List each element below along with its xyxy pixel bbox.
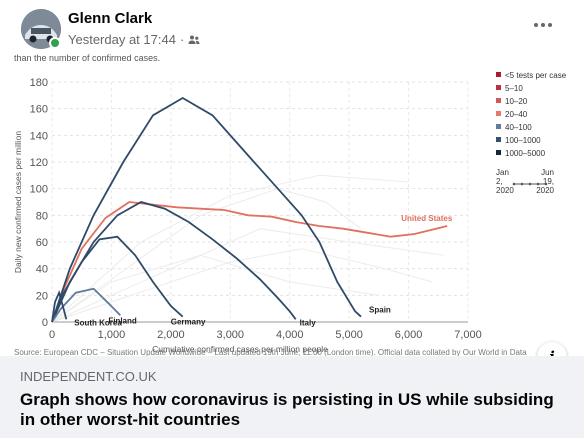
- y-tick-label: 60: [36, 237, 48, 249]
- x-tick-label: 1,000: [98, 329, 126, 341]
- time-legend-end: 2020: [536, 186, 554, 195]
- y-tick-label: 180: [30, 77, 48, 89]
- y-tick-label: 40: [36, 264, 48, 276]
- legend-swatch: [496, 72, 501, 77]
- time-legend-dot: [528, 182, 532, 186]
- background-series-line: [51, 174, 409, 323]
- series-annotation: Italy: [300, 318, 317, 327]
- legend-swatch: [496, 137, 501, 142]
- series-annotation: South Korea: [74, 318, 122, 327]
- x-tick-label: 7,000: [454, 329, 482, 341]
- more-options-icon[interactable]: [530, 14, 556, 36]
- series-line-spain: [51, 96, 362, 323]
- y-tick-label: 100: [30, 184, 48, 196]
- chart-caption: than the number of confirmed cases.: [14, 53, 160, 63]
- legend-label: 20–40: [505, 110, 528, 119]
- legend-label: 5–10: [505, 84, 523, 93]
- series-line-italy: [51, 201, 297, 323]
- y-axis-label: Daily new confirmed cases per million: [13, 131, 23, 273]
- shared-chart-image[interactable]: than the number of confirmed cases. 0 20 40…: [0, 52, 584, 356]
- chart-canvas: than the number of confirmed cases. 0 20 40…: [13, 53, 567, 356]
- time-legend-dot: [512, 182, 516, 186]
- legend-label: <5 tests per case: [505, 71, 567, 80]
- y-tick-label: 80: [36, 210, 48, 222]
- legend-label: 10–20: [505, 97, 528, 106]
- x-tick-label: 6,000: [395, 329, 423, 341]
- x-tick-label: 3,000: [217, 329, 245, 341]
- y-tick-label: 120: [30, 157, 48, 169]
- post-author[interactable]: Glenn Clark: [68, 10, 153, 27]
- post-meta: Yesterday at 17:44 ·: [68, 32, 200, 47]
- link-domain: INDEPENDENT.CO.UK: [20, 369, 157, 384]
- x-tick-label: 5,000: [335, 329, 363, 341]
- x-tick-label: 0: [49, 329, 55, 341]
- legend-swatch: [496, 111, 501, 116]
- link-headline[interactable]: Graph shows how coronavirus is persistin…: [20, 390, 554, 429]
- background-series-line: [51, 228, 445, 323]
- link-preview-card[interactable]: INDEPENDENT.CO.UK Graph shows how corona…: [0, 356, 584, 438]
- chart-source: Source: European CDC – Situation Update …: [14, 348, 527, 356]
- post-header: Glenn Clark Yesterday at 17:44 ·: [0, 0, 584, 52]
- series-annotation: Finland: [108, 316, 137, 325]
- legend-swatch: [496, 98, 501, 103]
- series-annotation: United States: [401, 214, 453, 223]
- legend-swatch: [496, 85, 501, 90]
- series-line-finland: [51, 287, 121, 323]
- time-legend-start: 2020: [496, 186, 514, 195]
- series-annotation: Germany: [171, 318, 206, 327]
- time-legend-start: Jan: [496, 168, 509, 177]
- time-legend-dot: [536, 182, 540, 186]
- background-series-line: [51, 248, 433, 323]
- background-series-line: [51, 254, 379, 323]
- x-axis-label: Cumulative confirmed cases per million p…: [152, 344, 328, 354]
- series-annotation: Spain: [369, 306, 391, 315]
- time-legend-start: 2,: [496, 177, 503, 186]
- x-tick-label: 2,000: [157, 329, 185, 341]
- post-timestamp[interactable]: Yesterday at 17:44: [68, 32, 176, 47]
- time-legend-end: Jun: [541, 168, 554, 177]
- legend-swatch: [496, 150, 501, 155]
- legend-label: 100–1000: [505, 136, 541, 145]
- legend-label: 1000–5000: [505, 149, 546, 158]
- y-tick-label: 0: [42, 317, 48, 329]
- legend-swatch: [496, 124, 501, 129]
- meta-separator: ·: [179, 32, 185, 47]
- series-line-united-states: [51, 201, 448, 323]
- online-status-indicator: [49, 37, 61, 49]
- series-line-south-korea: [51, 290, 68, 323]
- y-tick-label: 140: [30, 130, 48, 142]
- time-legend-dot: [544, 182, 548, 186]
- friends-icon: [188, 35, 200, 44]
- time-legend-dot: [520, 182, 524, 186]
- x-tick-label: 4,000: [276, 329, 304, 341]
- y-tick-label: 20: [36, 290, 48, 302]
- time-legend-end: 19,: [543, 177, 554, 186]
- legend-label: 40–100: [505, 123, 532, 132]
- series-line-germany: [51, 235, 184, 323]
- y-tick-label: 160: [30, 104, 48, 116]
